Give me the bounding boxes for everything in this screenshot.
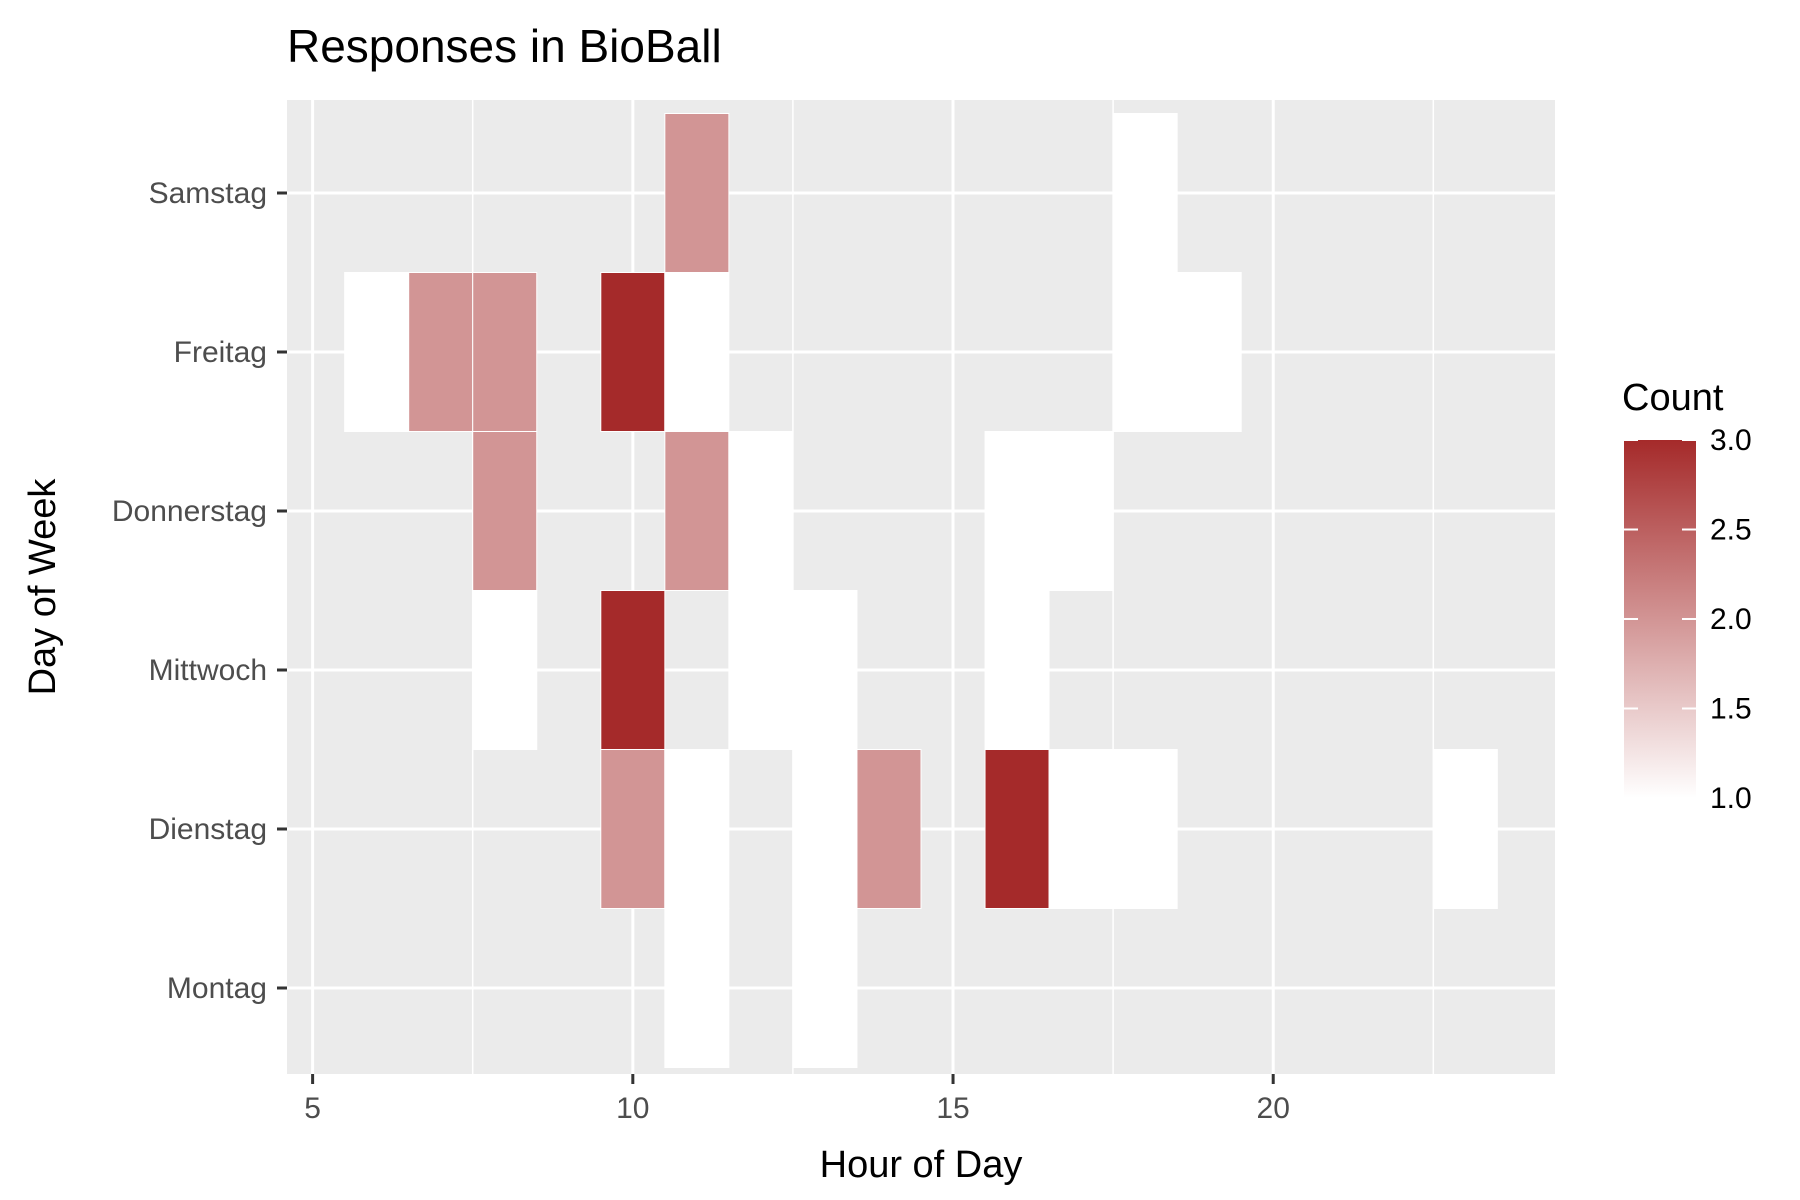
heatmap-cell — [792, 749, 858, 909]
color-legend: Count 1.0 1.5 2.0 2.5 3.0 — [1622, 377, 1752, 815]
heatmap-cell — [472, 590, 538, 750]
heatmap-cells — [344, 113, 1498, 1068]
heatmap-cell — [600, 590, 666, 750]
heatmap-cell — [600, 749, 666, 909]
heatmap-cell — [1432, 749, 1498, 909]
legend-tick-label: 1.5 — [1710, 693, 1752, 726]
x-tick-label: 10 — [616, 1092, 649, 1125]
legend-ticks: 1.0 1.5 2.0 2.5 3.0 — [1624, 424, 1752, 815]
axes: 5 10 15 20 Samstag Freitag Donnerstag Mittwoch D… — [112, 177, 1290, 1125]
heatmap-cell — [664, 113, 730, 273]
heatmap-cell — [1048, 431, 1114, 591]
legend-tick-label: 3.0 — [1710, 424, 1752, 457]
heatmap-cell — [472, 272, 538, 432]
heatmap-cell — [1176, 272, 1242, 432]
y-tick-label: Montag — [167, 972, 267, 1005]
heatmap-cell — [664, 431, 730, 591]
heatmap-cell — [664, 272, 730, 432]
y-tick-label: Dienstag — [149, 813, 267, 846]
x-tick-label: 5 — [304, 1092, 321, 1125]
y-tick-label: Samstag — [149, 177, 267, 210]
heatmap-cell — [792, 590, 858, 750]
heatmap-cell — [664, 749, 730, 909]
x-axis-title: Hour of Day — [820, 1144, 1023, 1186]
heatmap-cell — [792, 908, 858, 1068]
legend-title: Count — [1622, 377, 1724, 419]
heatmap-cell — [728, 431, 794, 591]
heatmap-cell — [1112, 272, 1178, 432]
y-tick-label: Donnerstag — [112, 495, 267, 528]
legend-tick-label: 2.5 — [1710, 514, 1752, 547]
heatmap-cell — [1048, 749, 1114, 909]
chart-title: Responses in BioBall — [287, 20, 722, 72]
heatmap-cell — [984, 431, 1050, 591]
heatmap-cell — [664, 908, 730, 1068]
heatmap-cell — [984, 749, 1050, 909]
y-axis-title: Day of Week — [22, 478, 64, 696]
heatmap-cell — [600, 272, 666, 432]
x-tick-label: 20 — [1257, 1092, 1290, 1125]
heatmap-cell — [1112, 113, 1178, 273]
legend-tick-label: 1.0 — [1710, 782, 1752, 815]
heatmap-cell — [472, 431, 538, 591]
heatmap-cell — [1112, 749, 1178, 909]
heatmap-cell — [344, 272, 410, 432]
x-tick-label: 15 — [936, 1092, 969, 1125]
heatmap-cell — [728, 590, 794, 750]
y-tick-label: Mittwoch — [149, 654, 267, 687]
heatmap-cell — [856, 749, 922, 909]
y-tick-label: Freitag — [174, 336, 267, 369]
heatmap-cell — [984, 590, 1050, 750]
legend-tick-label: 2.0 — [1710, 603, 1752, 636]
heatmap-cell — [408, 272, 474, 432]
